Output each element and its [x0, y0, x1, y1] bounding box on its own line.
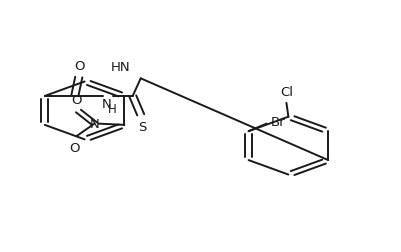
Text: Cl: Cl [280, 86, 293, 99]
Text: H: H [108, 102, 117, 115]
Text: O: O [74, 59, 85, 72]
Text: N: N [102, 98, 111, 111]
Text: N: N [89, 118, 99, 131]
Text: O: O [71, 94, 82, 107]
Text: S: S [138, 121, 146, 134]
Text: HN: HN [111, 61, 131, 74]
Text: O: O [69, 142, 80, 155]
Text: Br: Br [271, 116, 285, 129]
